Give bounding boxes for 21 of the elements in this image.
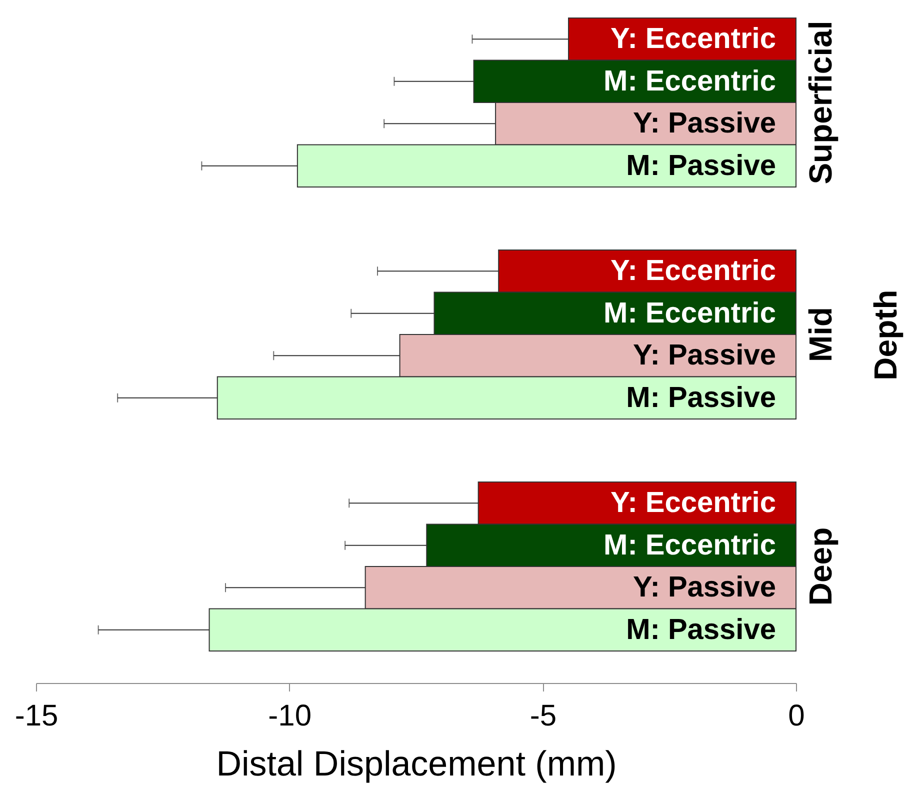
- text: M: Passive: [626, 382, 776, 414]
- text: Y: Passive: [633, 340, 776, 372]
- text: Y: Eccentric: [610, 255, 776, 288]
- text: M: Eccentric: [604, 297, 776, 330]
- x-tick-label: -5: [530, 700, 557, 732]
- x-tick-label: 0: [788, 700, 805, 732]
- x-tick-label: -10: [268, 700, 312, 732]
- series-label: M: Eccentric: [604, 65, 776, 98]
- text: M: Eccentric: [604, 529, 776, 562]
- y-tick-label: Deep: [802, 527, 838, 606]
- series-label: Y: Eccentric: [610, 23, 776, 56]
- y-tick-label: Mid: [802, 306, 838, 362]
- x-tick-label: -15: [14, 700, 58, 732]
- text: M: Passive: [626, 614, 776, 646]
- series-label: Y: Passive: [633, 108, 776, 140]
- y-tick-label: Superficial: [802, 20, 838, 184]
- text: Y: Passive: [633, 572, 776, 604]
- series-label: M: Passive: [626, 150, 776, 182]
- y-axis-title: Depth: [868, 290, 904, 380]
- x-axis-title: Distal Displacement (mm): [216, 744, 617, 784]
- text: Y: Eccentric: [610, 487, 776, 520]
